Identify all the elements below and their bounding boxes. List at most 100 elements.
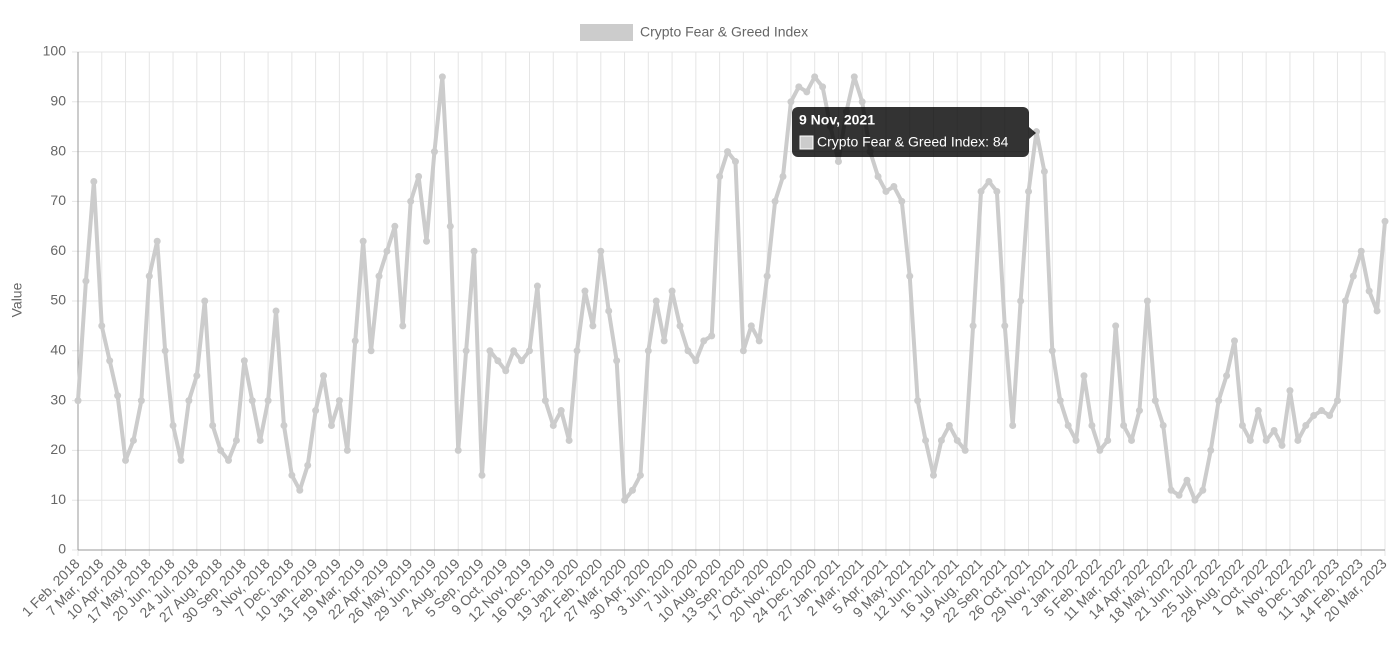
data-point — [1215, 397, 1223, 405]
data-point — [1278, 441, 1286, 449]
data-point — [240, 357, 248, 365]
data-point — [1207, 446, 1215, 454]
data-point — [470, 247, 478, 255]
data-point — [438, 73, 446, 81]
data-point — [169, 422, 177, 429]
data-point — [533, 282, 541, 290]
y-tick-label: 10 — [50, 491, 66, 507]
tooltip-title: 9 Nov, 2021 — [799, 112, 875, 128]
data-point — [391, 222, 399, 230]
data-point — [660, 337, 668, 345]
data-point — [977, 187, 985, 195]
data-point — [82, 277, 90, 285]
data-point — [1254, 407, 1262, 415]
data-point — [430, 148, 438, 156]
data-point — [1302, 422, 1310, 429]
data-point — [795, 83, 803, 91]
data-point — [882, 187, 890, 195]
data-point — [1143, 297, 1151, 305]
data-point — [985, 177, 993, 185]
data-point — [929, 471, 937, 479]
y-tick-label: 50 — [50, 292, 66, 308]
y-tick-label: 0 — [58, 541, 66, 557]
y-tick-label: 70 — [50, 192, 66, 208]
data-point — [209, 422, 217, 429]
data-point — [122, 456, 130, 464]
y-tick-label: 20 — [50, 441, 66, 457]
tooltip-caret — [1029, 127, 1036, 139]
data-point — [1333, 397, 1341, 405]
data-point — [288, 471, 296, 479]
data-point — [708, 332, 716, 340]
data-point — [969, 322, 977, 330]
data-point — [304, 461, 312, 469]
data-point — [1112, 322, 1120, 330]
data-point — [312, 407, 320, 415]
data-point — [161, 347, 169, 355]
data-point — [510, 347, 518, 355]
data-point — [621, 496, 629, 504]
data-point — [359, 237, 367, 245]
data-point — [819, 83, 827, 91]
data-point — [731, 158, 739, 166]
data-point — [945, 422, 953, 429]
data-point — [502, 367, 510, 375]
data-point — [399, 322, 407, 330]
data-point — [1246, 436, 1254, 444]
data-point — [874, 173, 882, 180]
data-point — [1381, 217, 1389, 225]
data-point — [605, 307, 613, 315]
legend-label[interactable]: Crypto Fear & Greed Index — [640, 24, 808, 40]
data-point — [1017, 297, 1025, 305]
data-point — [1310, 412, 1318, 420]
legend-swatch[interactable] — [580, 24, 633, 41]
data-point — [137, 397, 145, 405]
data-point — [217, 446, 225, 454]
data-point — [375, 272, 383, 280]
data-point — [335, 397, 343, 405]
data-point — [1080, 372, 1088, 380]
data-point — [557, 407, 565, 415]
data-point — [961, 446, 969, 454]
data-point — [185, 397, 193, 405]
data-point — [1223, 372, 1231, 380]
data-point — [145, 272, 153, 280]
tooltip: 9 Nov, 2021 Crypto Fear & Greed Index: 8… — [792, 107, 1036, 157]
data-point — [1326, 412, 1334, 420]
data-point — [90, 177, 98, 185]
tooltip-swatch — [799, 135, 814, 150]
data-point — [1230, 337, 1238, 345]
data-point — [98, 322, 106, 330]
data-point — [478, 471, 486, 479]
data-point — [549, 422, 557, 429]
data-point — [74, 397, 82, 405]
data-point — [1135, 407, 1143, 415]
data-point — [193, 372, 201, 380]
data-point — [1040, 168, 1048, 176]
data-point — [692, 357, 700, 365]
data-point — [1199, 486, 1207, 494]
data-point — [1072, 436, 1080, 444]
y-tick-label: 40 — [50, 342, 66, 358]
y-tick-label: 30 — [50, 391, 66, 407]
data-point — [153, 237, 161, 245]
y-axis-title: Value — [9, 282, 25, 317]
data-point — [597, 247, 605, 255]
data-point — [1064, 422, 1072, 429]
data-point — [803, 88, 811, 96]
data-point — [834, 158, 842, 166]
data-point — [280, 422, 288, 429]
data-point — [1270, 426, 1278, 434]
data-point — [724, 148, 732, 156]
data-line — [76, 74, 1387, 503]
data-point — [1286, 387, 1294, 395]
data-point — [771, 197, 779, 205]
data-point — [1294, 436, 1302, 444]
data-point — [613, 357, 621, 365]
data-point — [581, 287, 589, 295]
data-point — [296, 486, 304, 494]
data-point — [589, 322, 597, 330]
data-point — [628, 486, 636, 494]
